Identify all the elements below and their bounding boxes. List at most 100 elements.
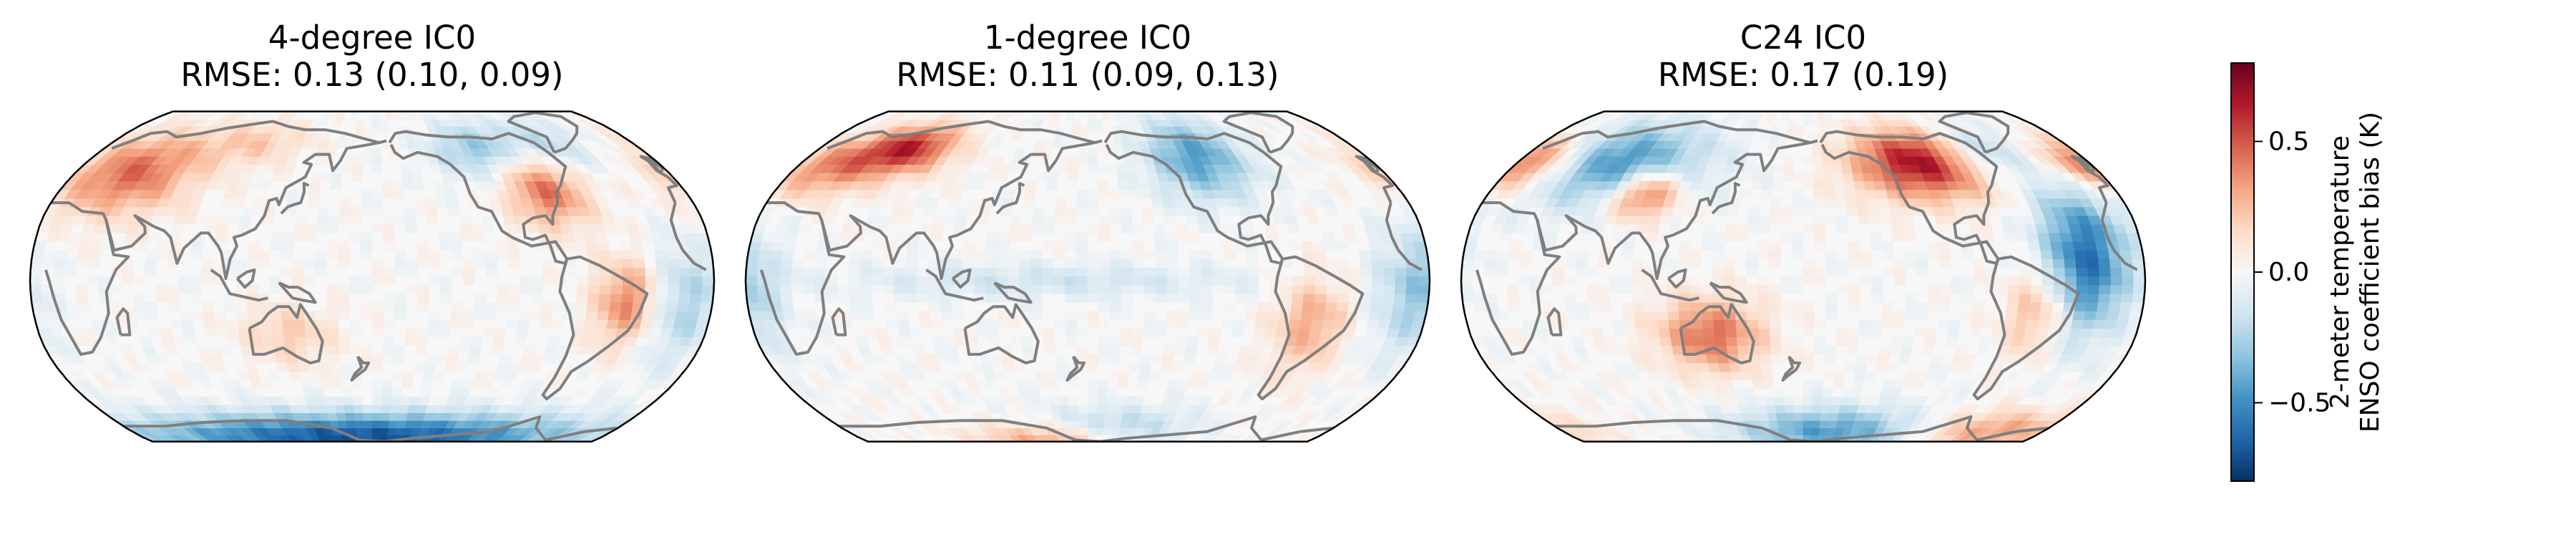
bias-cell <box>360 241 373 251</box>
bias-cell <box>1871 284 1883 294</box>
bias-cell <box>656 267 669 277</box>
bias-cell <box>597 301 611 311</box>
bias-cell <box>1802 379 1814 390</box>
bias-cell <box>1078 148 1088 157</box>
bias-cell <box>655 293 668 303</box>
bias-cell <box>1008 319 1021 329</box>
bias-cell <box>1833 371 1845 381</box>
bias-cell <box>929 388 945 397</box>
bias-cell <box>836 284 849 294</box>
bias-cell <box>330 371 342 381</box>
bias-cell <box>1030 258 1043 268</box>
bias-cell <box>1133 284 1145 294</box>
bias-cell <box>1325 293 1339 303</box>
bias-cell <box>1402 241 1416 251</box>
bias-cell <box>428 258 441 268</box>
bias-cell <box>928 293 941 303</box>
bias-cell <box>1292 276 1304 286</box>
bias-cell <box>1611 319 1625 329</box>
bias-cell <box>1757 276 1770 286</box>
bias-cell <box>542 258 555 268</box>
bias-cell <box>882 276 894 286</box>
bias-cell <box>875 328 889 338</box>
bias-cell <box>572 388 590 397</box>
bias-cell <box>276 362 290 372</box>
bias-cell <box>497 284 509 294</box>
bias-cell <box>2075 258 2088 268</box>
bias-cell <box>1855 189 1868 199</box>
bias-cell <box>87 276 99 286</box>
bias-cell <box>1019 267 1031 277</box>
bias-cell <box>1308 328 1322 338</box>
bias-cell <box>2085 250 2099 260</box>
bias-cell <box>1875 189 1888 199</box>
bias-cell <box>1743 388 1756 397</box>
bias-cell <box>1065 337 1078 347</box>
bias-cell <box>183 215 197 225</box>
bias-cell <box>371 198 384 208</box>
bias-cell <box>758 250 772 260</box>
bias-cell <box>1946 328 1960 338</box>
bias-cell <box>1117 173 1129 182</box>
bias-cell <box>667 293 680 303</box>
bias-cell <box>336 412 347 421</box>
coastline <box>1065 355 1086 382</box>
bias-cell <box>1098 258 1111 268</box>
bias-cell <box>311 173 323 182</box>
bias-cell <box>1008 258 1020 268</box>
bias-cell <box>948 405 963 414</box>
bias-cell <box>1108 206 1121 216</box>
bias-cell <box>1163 345 1176 355</box>
bias-cell <box>421 379 434 390</box>
bias-cell <box>549 223 562 233</box>
bias-cell <box>1824 354 1836 364</box>
bias-cell <box>996 250 1009 260</box>
bias-cell <box>75 284 88 294</box>
bias-cell <box>327 140 338 149</box>
bias-cell <box>1212 284 1225 294</box>
bias-cell <box>394 293 407 303</box>
bias-cell <box>422 371 435 381</box>
bias-cell <box>1124 156 1136 165</box>
bias-cell <box>1632 293 1645 303</box>
bias-cell <box>1604 215 1618 225</box>
bias-cell <box>1039 396 1051 405</box>
bias-cell <box>1875 362 1888 372</box>
bias-cell <box>293 328 306 338</box>
bias-cell <box>1078 405 1088 414</box>
bias-cell <box>1064 276 1077 286</box>
bias-cell <box>1792 189 1804 199</box>
bias-cell <box>746 267 758 277</box>
bias-cell <box>327 328 339 338</box>
bias-cell <box>52 284 66 294</box>
bias-cell <box>1859 250 1872 260</box>
bias-cell <box>1802 311 1815 320</box>
bias-cell <box>530 293 543 303</box>
bias-cell <box>1124 396 1136 405</box>
bias-cell <box>260 328 273 338</box>
bias-cell <box>1905 258 1918 268</box>
bias-cell <box>1201 267 1214 277</box>
bias-cell <box>1750 362 1762 372</box>
bias-cell <box>1795 427 1804 435</box>
bias-cell <box>411 173 424 182</box>
bias-cell <box>1064 267 1077 277</box>
bias-cell <box>316 215 329 225</box>
bias-cell <box>1043 223 1055 233</box>
bias-cell <box>1284 215 1299 225</box>
bias-cell <box>1814 276 1827 286</box>
bias-cell <box>1327 412 1347 421</box>
bias-cell <box>864 328 878 338</box>
bias-cell <box>1624 328 1638 338</box>
bias-cell <box>30 284 43 294</box>
bias-cell <box>1030 267 1043 277</box>
bias-cell <box>2065 276 2077 286</box>
bias-cell <box>1746 267 1758 277</box>
bias-cell <box>1176 233 1189 242</box>
bias-cell <box>585 311 599 320</box>
bias-cell <box>1820 412 1830 421</box>
bias-cell <box>394 250 406 260</box>
bias-cell <box>995 173 1009 182</box>
bias-cell <box>268 371 281 381</box>
bias-cell <box>1660 206 1674 216</box>
